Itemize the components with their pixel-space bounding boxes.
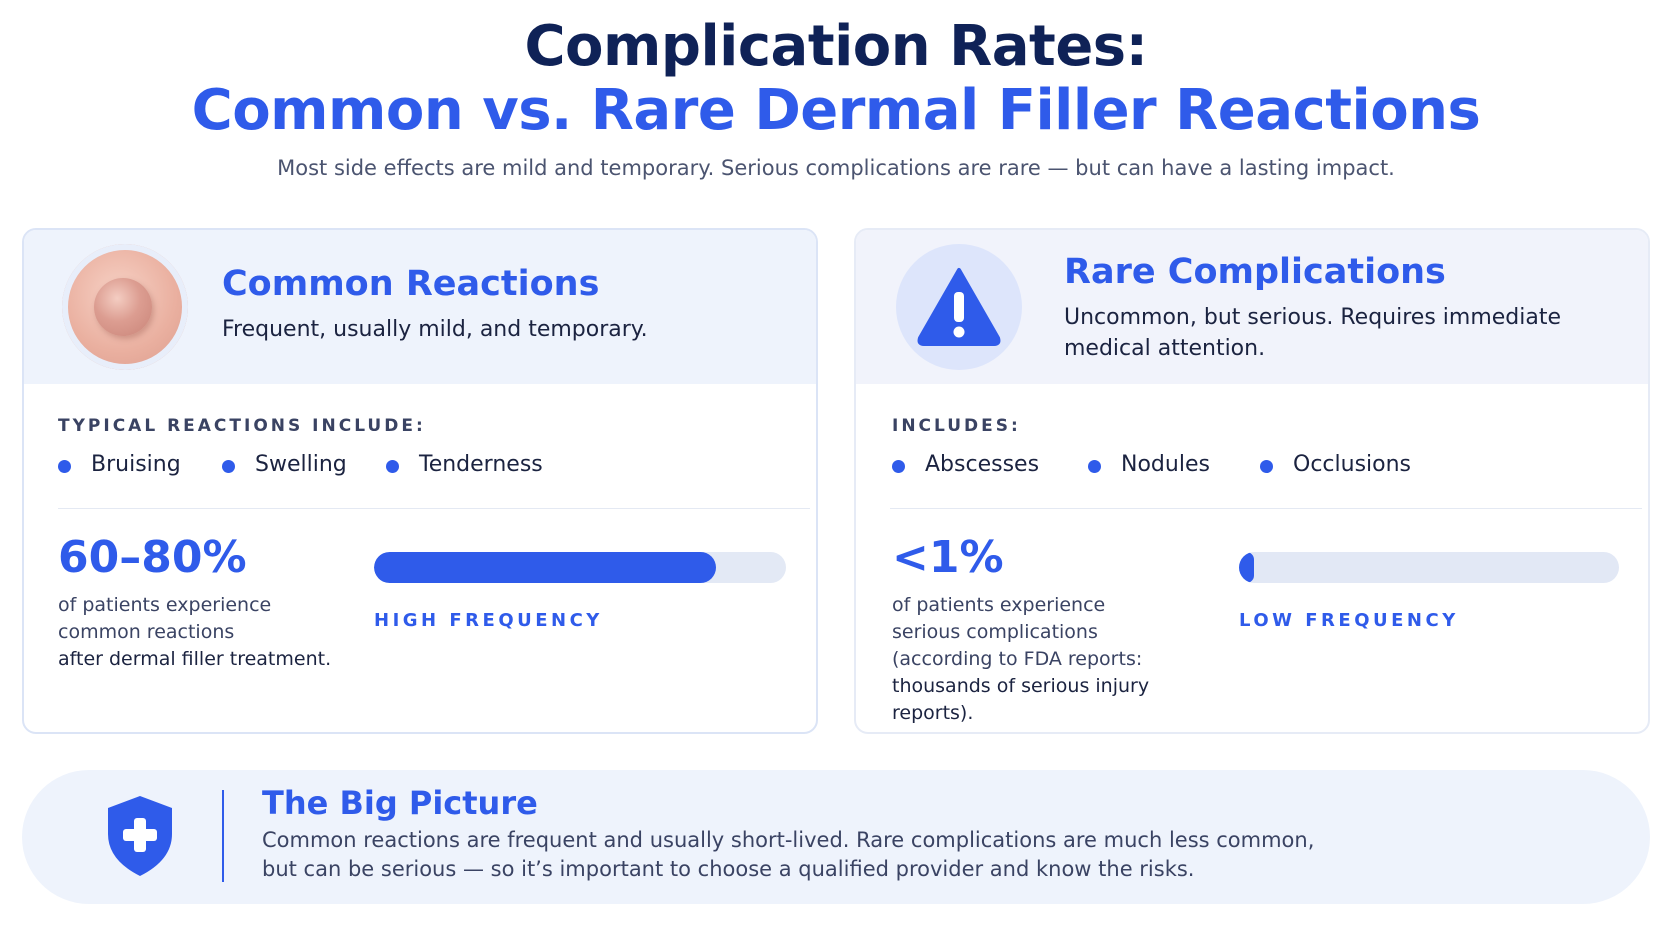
skin-bump-icon <box>62 244 188 370</box>
common-frequency-fill <box>374 552 716 583</box>
rare-description: Uncommon, but serious. Requires immediat… <box>1064 305 1562 361</box>
common-title: Common Reactions <box>222 264 600 304</box>
divider <box>58 508 810 509</box>
page-title: Complication Rates: <box>524 14 1148 79</box>
rare-frequency-fill <box>1239 552 1255 583</box>
shield-plus-icon <box>108 796 172 876</box>
big-picture-banner: The Big Picture Common reactions are fre… <box>22 770 1650 904</box>
bullet-dot-icon <box>892 460 905 473</box>
rare-stat-description: of patients experience serious complicat… <box>892 594 1150 724</box>
rare-stat: <1% <box>892 532 1004 583</box>
bullet-dot-icon <box>222 460 235 473</box>
common-section-label: TYPICAL REACTIONS INCLUDE: <box>58 416 426 436</box>
rare-frequency-label: LOW FREQUENCY <box>1239 610 1459 631</box>
bullet-dot-icon <box>1088 460 1101 473</box>
rare-frequency-bar <box>1239 552 1619 583</box>
banner-divider <box>222 790 224 882</box>
common-description: Frequent, usually mild, and temporary. <box>222 317 648 342</box>
common-frequency-label: HIGH FREQUENCY <box>374 610 603 631</box>
page-subtitle-heading: Common vs. Rare Dermal Filler Reactions <box>191 78 1481 143</box>
bump-shape <box>94 278 152 336</box>
rare-section-label: INCLUDES: <box>892 416 1021 436</box>
banner-text: Common reactions are frequent and usuall… <box>262 828 1315 881</box>
page-description: Most side effects are mild and temporary… <box>277 156 1395 180</box>
common-frequency-bar <box>374 552 786 583</box>
bullet-dot-icon <box>58 460 71 473</box>
common-stat: 60–80% <box>58 532 247 583</box>
common-stat-description: of patients experience common reactions … <box>58 594 332 670</box>
rare-complications-card: Rare Complications Uncommon, but serious… <box>854 228 1650 734</box>
bullet-dot-icon <box>386 460 399 473</box>
rare-title: Rare Complications <box>1064 252 1446 292</box>
bullet-dot-icon <box>1260 460 1273 473</box>
banner-title: The Big Picture <box>262 784 538 822</box>
warning-icon <box>896 244 1022 370</box>
warning-triangle-icon <box>917 268 1001 346</box>
common-reactions-card: Common Reactions Frequent, usually mild,… <box>22 228 818 734</box>
divider <box>890 508 1642 509</box>
